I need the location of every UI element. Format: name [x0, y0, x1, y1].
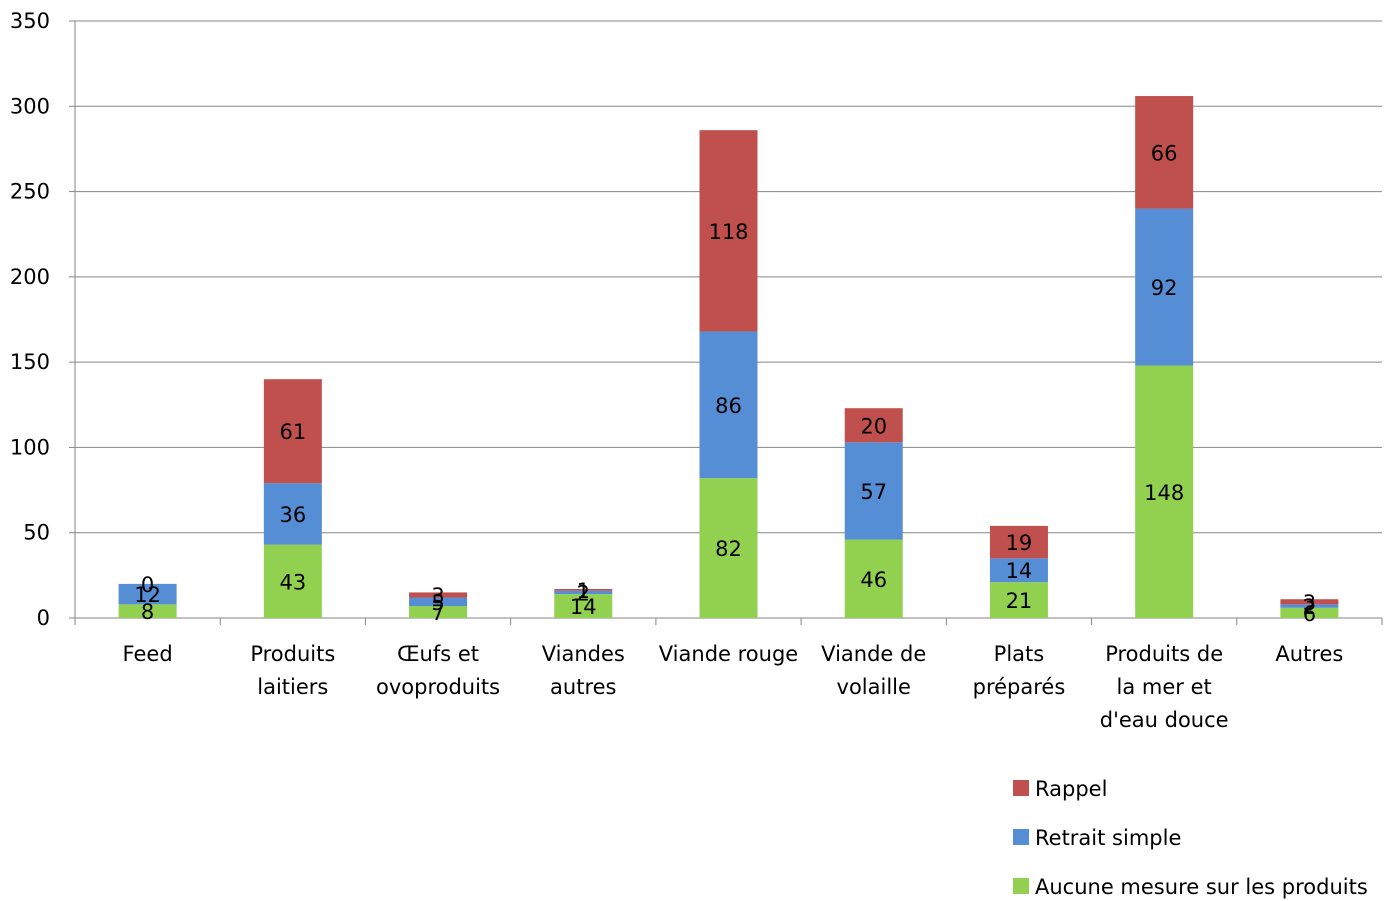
- y-tick-label: 300: [10, 94, 50, 118]
- bar-segment: [118, 583, 177, 605]
- data-label: 43: [279, 570, 306, 594]
- x-tick-label: Œufs et: [397, 642, 479, 666]
- x-tick-label: Viande rouge: [659, 642, 798, 666]
- bar-segment: [409, 592, 468, 598]
- data-label: 2: [1303, 595, 1316, 619]
- legend-swatch: [1013, 878, 1029, 894]
- data-label: 118: [708, 220, 748, 244]
- data-label: 20: [860, 414, 887, 438]
- legend-swatch: [1013, 829, 1029, 845]
- data-label: 86: [715, 394, 742, 418]
- bar-segment: [699, 130, 758, 332]
- bar-segment: [1135, 96, 1194, 209]
- bars: [118, 96, 1339, 618]
- data-label: 5: [431, 591, 444, 615]
- x-tick-label: Feed: [123, 642, 173, 666]
- bar-segment: [1135, 365, 1194, 618]
- data-label: 3: [1303, 591, 1316, 615]
- bar-segment: [409, 597, 468, 607]
- bar-segment: [263, 379, 322, 484]
- bar-segment: [1280, 607, 1339, 618]
- data-label: 19: [1006, 531, 1033, 555]
- data-label: 46: [860, 568, 887, 592]
- data-label: 57: [860, 480, 887, 504]
- bar-segment: [1280, 604, 1339, 608]
- bar-segment: [1280, 599, 1339, 605]
- bar-segment: [554, 590, 613, 595]
- x-tick-label: Viande de: [821, 642, 926, 666]
- y-tick-label: 0: [37, 606, 50, 630]
- y-tick-label: 200: [10, 265, 50, 289]
- bar-segment: [699, 331, 758, 479]
- bar-segment: [844, 442, 903, 540]
- data-label: 61: [279, 420, 306, 444]
- x-tick-label: Plats: [994, 642, 1045, 666]
- data-label: 92: [1151, 276, 1178, 300]
- data-label: 36: [279, 503, 306, 527]
- data-label: 1: [577, 579, 590, 603]
- bar-segment: [263, 544, 322, 618]
- x-tick-label: laitiers: [257, 675, 328, 699]
- data-label: 66: [1151, 141, 1178, 165]
- x-tick-label: Autres: [1275, 642, 1343, 666]
- bar-segment: [989, 558, 1048, 583]
- legend-label: Rappel: [1035, 777, 1107, 801]
- y-tick-label: 350: [10, 9, 50, 33]
- x-tick-label: autres: [550, 675, 616, 699]
- data-label: 14: [570, 595, 597, 619]
- legend-label: Retrait simple: [1035, 826, 1181, 850]
- data-label: 0: [141, 573, 154, 597]
- x-tick-label: la mer et: [1117, 675, 1212, 699]
- legend-swatch: [1013, 780, 1029, 796]
- data-label: 14: [1006, 559, 1033, 583]
- legend: Rappel Retrait simple Aucune mesure sur le…: [1013, 777, 1368, 899]
- data-label: 2: [577, 581, 590, 605]
- data-label: 148: [1144, 481, 1184, 505]
- x-tick-label: Produits de: [1105, 642, 1223, 666]
- x-tick-label: préparés: [973, 675, 1066, 699]
- data-label: 21: [1006, 589, 1033, 613]
- data-label: 6: [1303, 602, 1316, 626]
- x-tick-label: ovoproduits: [376, 675, 500, 699]
- data-label: 82: [715, 537, 742, 561]
- y-tick-label: 150: [10, 350, 50, 374]
- x-tick-label: Produits: [250, 642, 335, 666]
- data-label: 3: [431, 584, 444, 608]
- bar-segment: [989, 525, 1048, 559]
- bar-segment: [263, 483, 322, 545]
- bar-segment: [554, 589, 613, 591]
- x-tick-label: d'eau douce: [1100, 708, 1229, 732]
- legend-label: Aucune mesure sur les produits: [1035, 875, 1368, 899]
- bar-segment: [409, 606, 468, 618]
- data-label: 12: [134, 583, 161, 607]
- bar-segment: [699, 478, 758, 618]
- bar-segment: [844, 539, 903, 618]
- data-label: 7: [431, 601, 444, 625]
- x-tick-label: volaille: [837, 675, 911, 699]
- y-tick-label: 50: [23, 521, 50, 545]
- data-label: 8: [141, 600, 154, 624]
- bar-segment: [118, 604, 177, 618]
- bar-segment: [989, 582, 1048, 618]
- bar-segment: [844, 408, 903, 443]
- y-tick-label: 250: [10, 180, 50, 204]
- bar-segment: [1135, 208, 1194, 366]
- x-tick-label: Viandes: [542, 642, 625, 666]
- y-tick-label: 100: [10, 435, 50, 459]
- bar-segment: [554, 594, 613, 618]
